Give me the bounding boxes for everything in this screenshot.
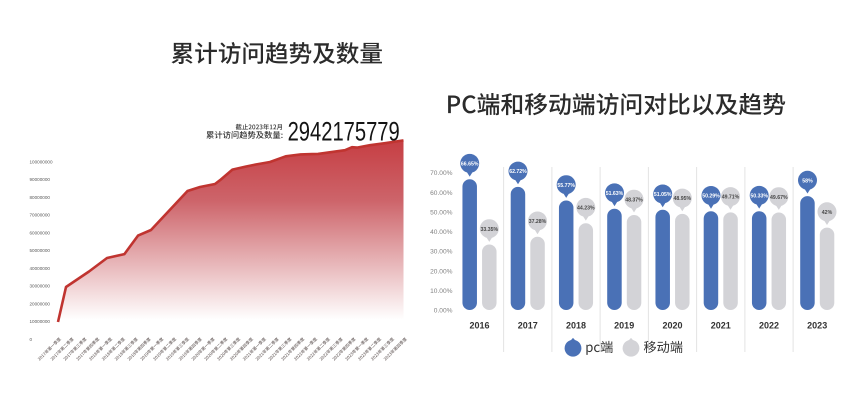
svg-text:44.23%: 44.23% (577, 206, 595, 212)
svg-text:2942175779: 2942175779 (288, 118, 400, 147)
svg-text:42%: 42% (822, 210, 833, 216)
svg-text:51.05%: 51.05% (654, 192, 672, 198)
svg-text:50.29%: 50.29% (702, 194, 720, 200)
svg-text:62.72%: 62.72% (509, 169, 527, 175)
svg-text:66.65%: 66.65% (461, 162, 479, 168)
svg-text:50.33%: 50.33% (750, 194, 768, 200)
svg-text:0: 0 (30, 337, 33, 342)
svg-text:10000000: 10000000 (30, 319, 51, 324)
svg-text:30000000: 30000000 (30, 284, 51, 289)
svg-text:20000000: 20000000 (30, 301, 51, 306)
svg-text:2019: 2019 (614, 321, 634, 331)
svg-text:60000000: 60000000 (30, 230, 51, 235)
svg-text:49.67%: 49.67% (770, 195, 788, 201)
svg-text:37.28%: 37.28% (529, 219, 547, 225)
svg-text:40.00%: 40.00% (430, 229, 453, 236)
svg-text:2017: 2017 (518, 321, 538, 331)
svg-text:50000000: 50000000 (30, 248, 51, 253)
svg-text:100000000: 100000000 (30, 159, 53, 164)
svg-text:55.77%: 55.77% (557, 183, 575, 189)
svg-text:90000000: 90000000 (30, 177, 51, 182)
svg-text:48.95%: 48.95% (673, 196, 691, 202)
svg-text:0.00%: 0.00% (434, 308, 453, 315)
svg-text:60.00%: 60.00% (430, 190, 453, 197)
svg-text:80000000: 80000000 (30, 195, 51, 200)
svg-text:2020: 2020 (662, 321, 682, 331)
svg-text:10.00%: 10.00% (430, 288, 453, 295)
svg-text:2016: 2016 (469, 321, 489, 331)
svg-text:2021: 2021 (711, 321, 731, 331)
svg-text:49.71%: 49.71% (722, 195, 740, 201)
svg-text:70.00%: 70.00% (430, 170, 453, 177)
svg-text:51.63%: 51.63% (606, 191, 624, 197)
svg-text:20.00%: 20.00% (430, 268, 453, 275)
svg-text:33.35%: 33.35% (480, 227, 498, 233)
svg-text:30.00%: 30.00% (430, 249, 453, 256)
svg-text:70000000: 70000000 (30, 213, 51, 218)
svg-text:40000000: 40000000 (30, 266, 51, 271)
svg-text:2022: 2022 (759, 321, 779, 331)
svg-text:50.00%: 50.00% (430, 209, 453, 216)
svg-text:58%: 58% (802, 178, 813, 184)
svg-text:2018: 2018 (566, 321, 586, 331)
svg-text:2023: 2023 (807, 321, 827, 331)
svg-text:48.37%: 48.37% (625, 197, 643, 203)
